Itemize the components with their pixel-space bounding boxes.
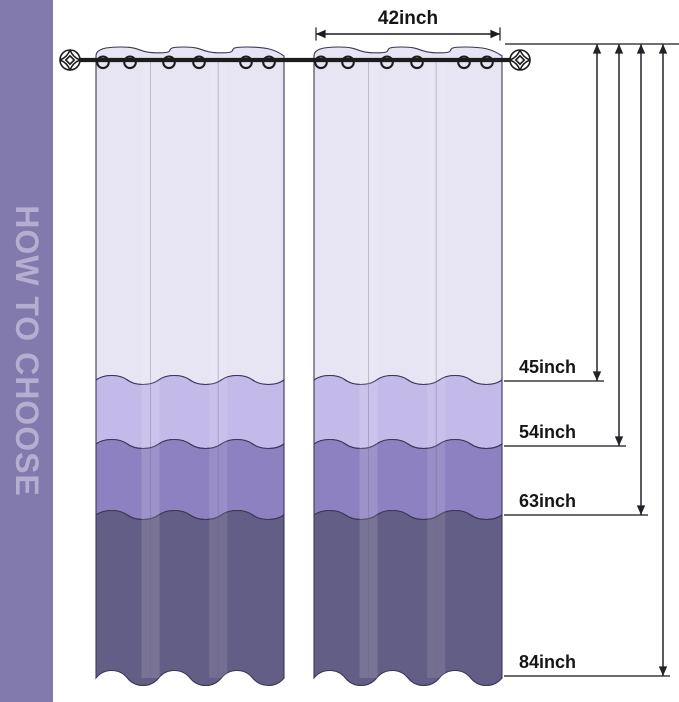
svg-text:63inch: 63inch — [519, 491, 576, 511]
svg-text:45inch: 45inch — [519, 357, 576, 377]
svg-text:84inch: 84inch — [519, 652, 576, 672]
svg-text:42inch: 42inch — [378, 8, 438, 29]
svg-text:54inch: 54inch — [519, 422, 576, 442]
